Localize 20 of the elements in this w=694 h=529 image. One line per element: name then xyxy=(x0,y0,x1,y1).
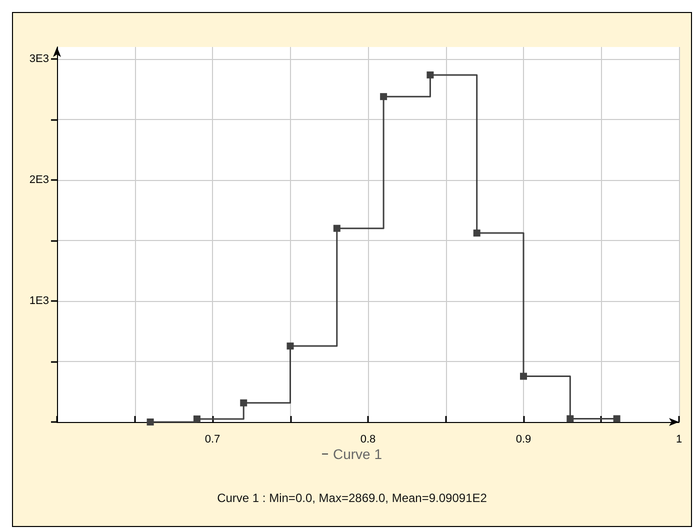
point xyxy=(333,224,340,232)
legend-label: Curve 1 xyxy=(332,446,382,462)
y-tick-label: 3E3 xyxy=(29,53,49,66)
point xyxy=(146,418,154,426)
point xyxy=(566,415,574,422)
point xyxy=(426,71,434,78)
point xyxy=(193,415,200,422)
point xyxy=(613,415,620,422)
text: Curve 1 : Min=0.0, Max=2869.0, Mean=9.09091E2 xyxy=(217,491,488,505)
point xyxy=(473,230,480,237)
x-tick-label: 1 xyxy=(676,434,682,446)
y-tick-label: 1E3 xyxy=(29,295,49,308)
point xyxy=(520,372,527,380)
x-tick-label: 0.9 xyxy=(516,434,532,446)
x-tick-label: 0.7 xyxy=(204,434,220,446)
point xyxy=(286,342,294,350)
point xyxy=(380,93,388,100)
x-tick-label: 0.8 xyxy=(360,434,376,446)
y-tick-label: 2E3 xyxy=(29,174,49,186)
point xyxy=(240,399,248,406)
